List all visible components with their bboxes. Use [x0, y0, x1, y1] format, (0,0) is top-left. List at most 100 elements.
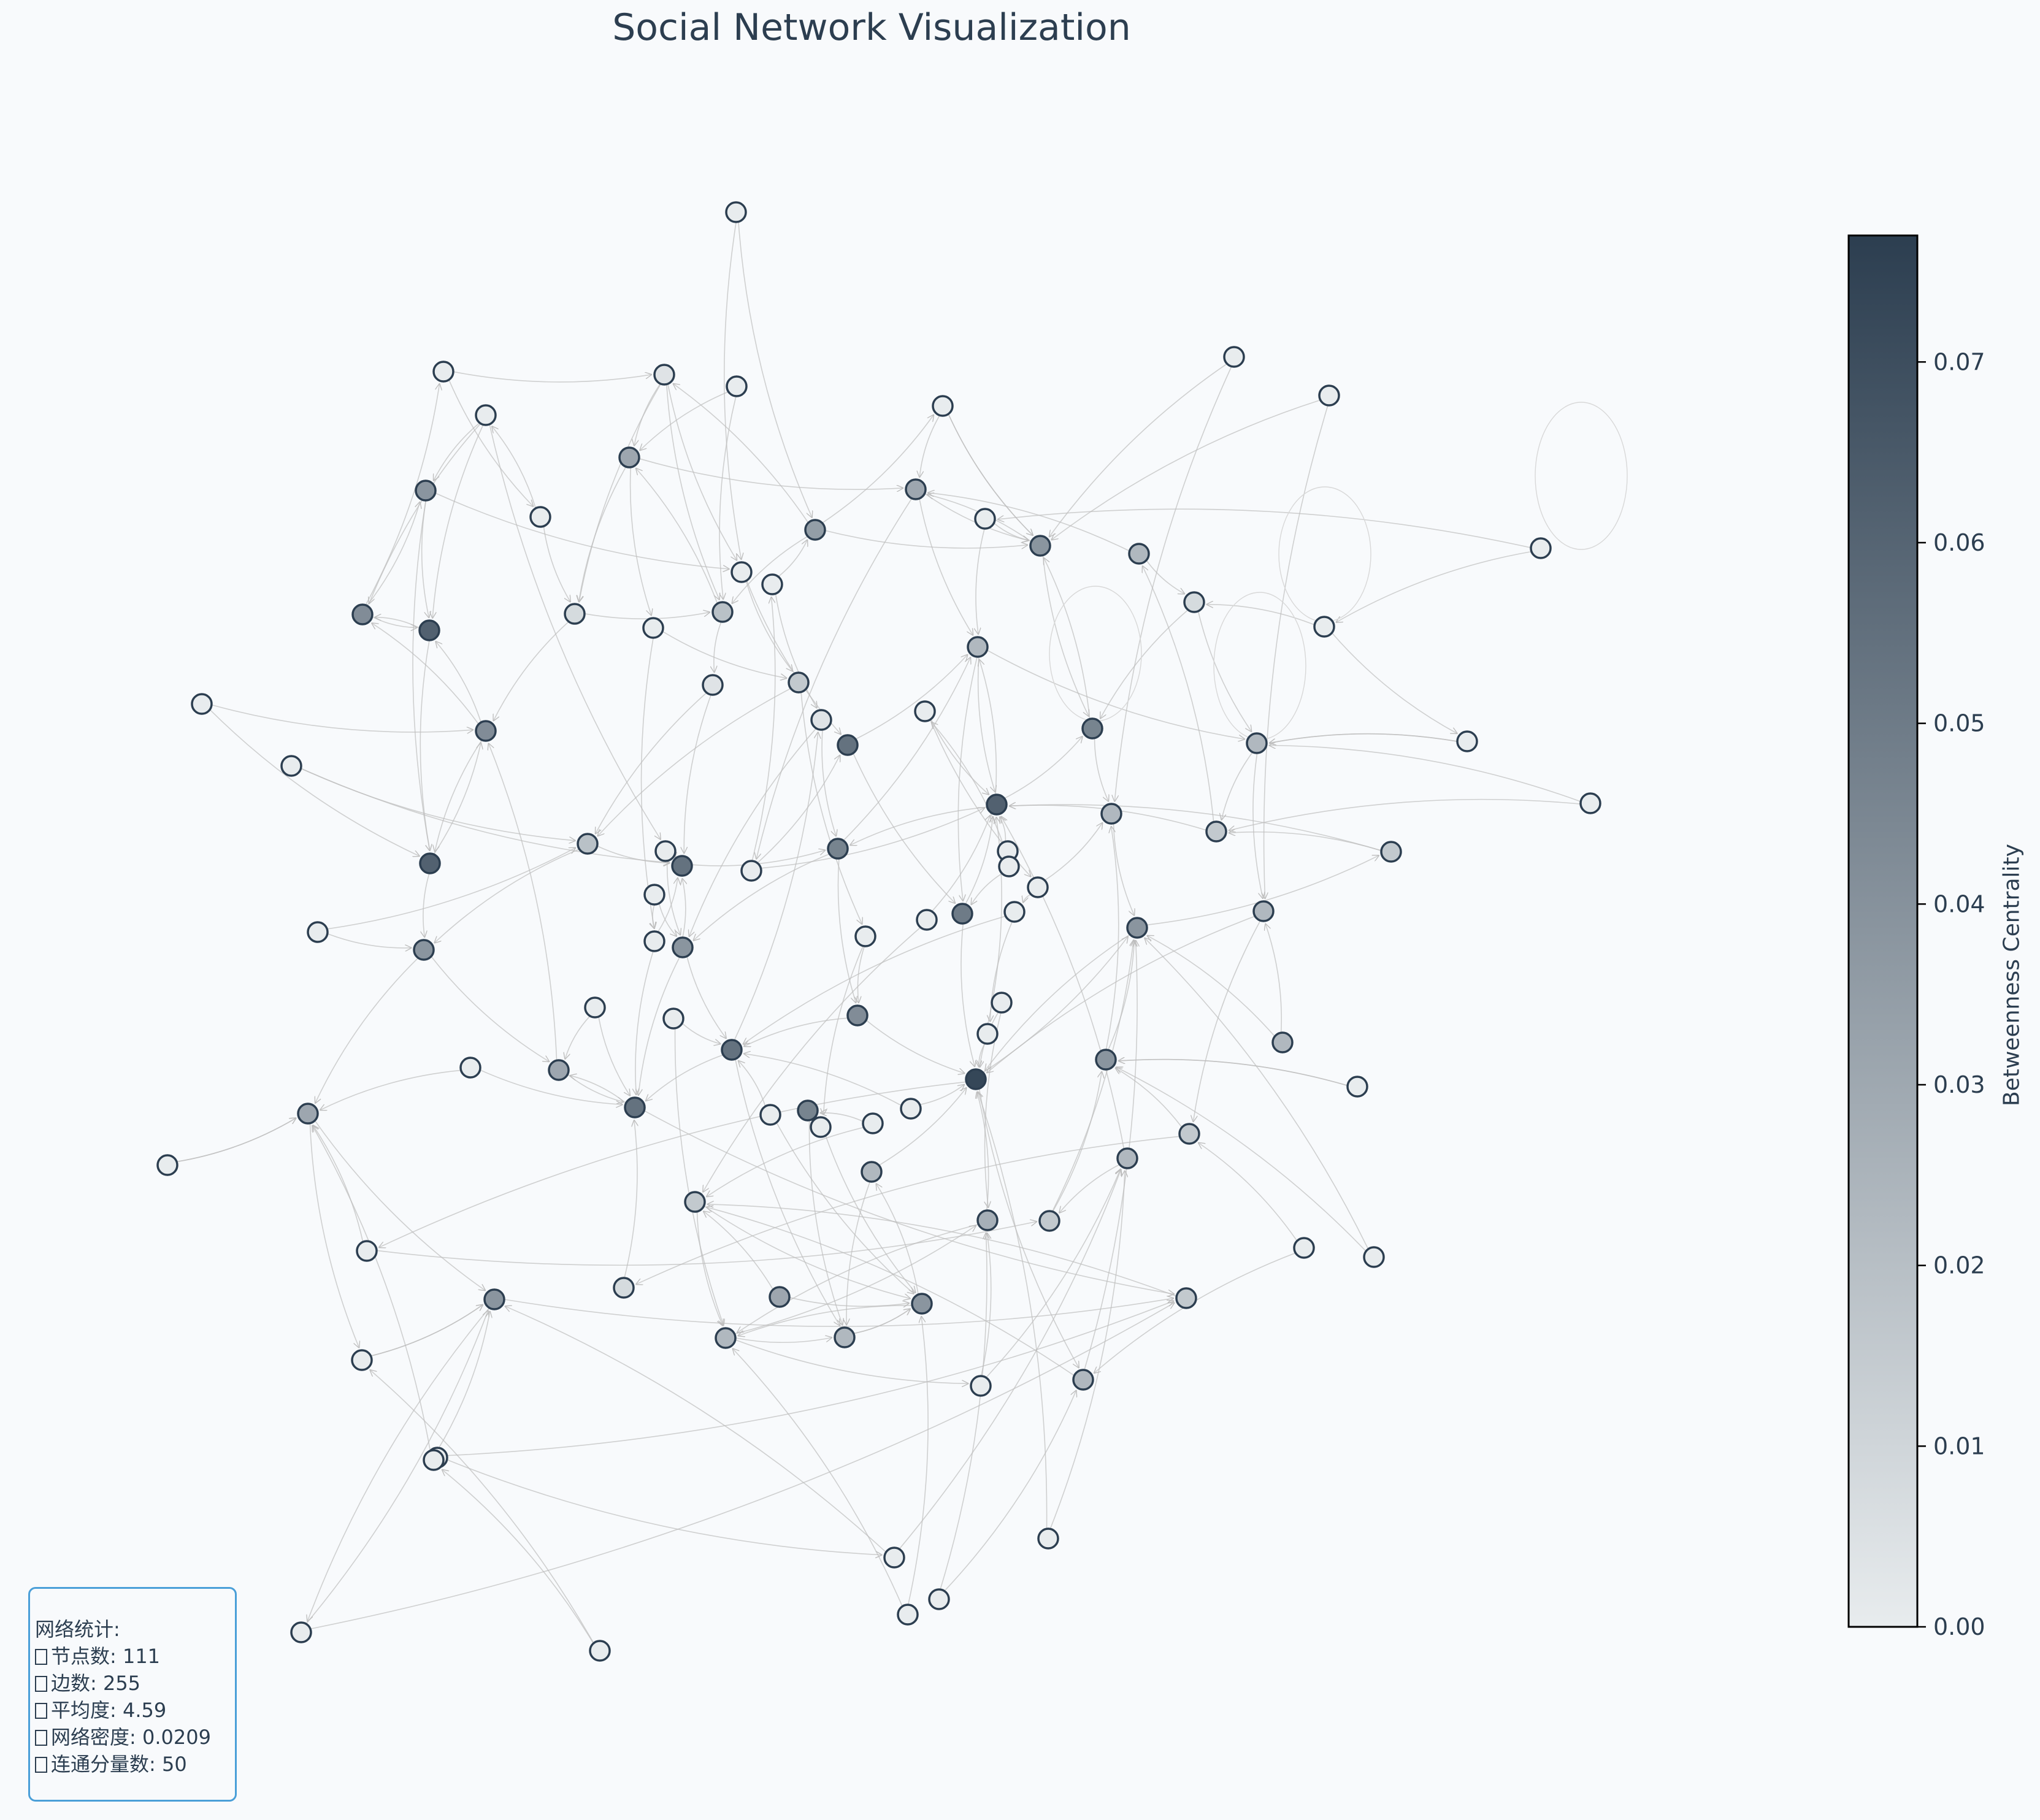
network-node[interactable] — [643, 930, 665, 952]
network-node[interactable] — [1271, 1031, 1294, 1053]
network-node[interactable] — [1100, 803, 1122, 825]
network-node[interactable] — [1246, 732, 1268, 754]
network-node[interactable] — [1318, 384, 1340, 407]
network-node[interactable] — [804, 519, 826, 541]
network-node[interactable] — [1027, 876, 1049, 898]
network-node[interactable] — [307, 921, 329, 943]
network-node[interactable] — [618, 446, 640, 468]
network-node[interactable] — [1205, 820, 1227, 843]
network-node[interactable] — [827, 838, 849, 860]
network-node[interactable] — [577, 833, 599, 855]
network-node[interactable] — [788, 671, 810, 694]
network-node[interactable] — [529, 506, 551, 528]
network-node[interactable] — [1456, 730, 1478, 752]
network-node[interactable] — [643, 884, 665, 906]
network-node[interactable] — [589, 1640, 611, 1662]
network-node[interactable] — [1346, 1076, 1368, 1098]
network-node[interactable] — [1038, 1210, 1060, 1232]
network-node[interactable] — [642, 617, 664, 639]
network-node[interactable] — [928, 1588, 950, 1610]
network-node[interactable] — [702, 674, 724, 696]
network-node[interactable] — [1293, 1237, 1315, 1259]
network-node[interactable] — [654, 840, 677, 862]
network-node[interactable] — [911, 1293, 933, 1315]
network-node[interactable] — [584, 996, 606, 1019]
network-node[interactable] — [986, 793, 1008, 816]
network-node[interactable] — [1530, 537, 1552, 559]
network-node[interactable] — [475, 720, 497, 742]
network-node[interactable] — [459, 1057, 481, 1079]
network-node[interactable] — [1579, 792, 1601, 814]
network-node[interactable] — [810, 709, 832, 731]
network-node[interactable] — [967, 636, 989, 658]
network-node[interactable] — [653, 364, 675, 386]
network-node[interactable] — [483, 1288, 505, 1310]
network-node[interactable] — [861, 1161, 883, 1183]
network-node[interactable] — [191, 693, 213, 715]
network-node[interactable] — [1178, 1123, 1200, 1145]
network-node[interactable] — [726, 375, 748, 397]
network-node[interactable] — [415, 480, 437, 502]
network-node[interactable] — [883, 1547, 905, 1569]
network-node[interactable] — [837, 734, 859, 756]
network-node[interactable] — [740, 860, 762, 882]
network-node[interactable] — [613, 1277, 635, 1299]
network-node[interactable] — [1380, 841, 1402, 863]
network-node[interactable] — [916, 909, 938, 931]
network-node[interactable] — [862, 1112, 884, 1134]
network-node[interactable] — [290, 1621, 312, 1643]
network-node[interactable] — [672, 936, 694, 958]
network-node[interactable] — [662, 1008, 684, 1030]
network-node[interactable] — [998, 855, 1020, 878]
network-node[interactable] — [156, 1154, 178, 1176]
network-node[interactable] — [1126, 917, 1148, 939]
network-node[interactable] — [1116, 1147, 1138, 1169]
network-node[interactable] — [351, 603, 374, 625]
network-node[interactable] — [1223, 346, 1245, 368]
network-node[interactable] — [769, 1286, 791, 1308]
network-node[interactable] — [715, 1327, 737, 1349]
network-node[interactable] — [1252, 900, 1275, 922]
network-node[interactable] — [1095, 1049, 1117, 1071]
network-node[interactable] — [900, 1098, 922, 1120]
network-node[interactable] — [951, 903, 973, 925]
network-node[interactable] — [432, 361, 454, 383]
network-node[interactable] — [1072, 1369, 1094, 1391]
network-node[interactable] — [671, 855, 693, 877]
network-node[interactable] — [854, 925, 876, 947]
network-node[interactable] — [965, 1068, 987, 1090]
network-node[interactable] — [914, 700, 936, 722]
network-node[interactable] — [759, 1104, 781, 1126]
network-node[interactable] — [548, 1059, 570, 1081]
network-node[interactable] — [413, 939, 435, 961]
network-node[interactable] — [419, 852, 441, 874]
network-node[interactable] — [684, 1191, 706, 1213]
network-node[interactable] — [797, 1099, 819, 1122]
network-node[interactable] — [897, 1604, 919, 1626]
network-node[interactable] — [1363, 1246, 1385, 1268]
network-node[interactable] — [974, 508, 996, 530]
network-node[interactable] — [1081, 717, 1103, 740]
network-node[interactable] — [1313, 616, 1335, 638]
network-node[interactable] — [976, 1023, 999, 1045]
network-node[interactable] — [356, 1240, 378, 1262]
network-node[interactable] — [761, 573, 783, 595]
network-node[interactable] — [475, 404, 497, 426]
network-node[interactable] — [810, 1116, 832, 1138]
network-node[interactable] — [1029, 535, 1051, 557]
network-node[interactable] — [976, 1209, 999, 1231]
network-node[interactable] — [1128, 543, 1150, 565]
network-node[interactable] — [297, 1103, 319, 1125]
network-node[interactable] — [1175, 1287, 1197, 1309]
network-node[interactable] — [846, 1004, 869, 1027]
network-node[interactable] — [1037, 1528, 1059, 1550]
network-node[interactable] — [1003, 901, 1026, 923]
network-node[interactable] — [721, 1039, 743, 1061]
network-node[interactable] — [932, 395, 954, 417]
network-node[interactable] — [423, 1449, 445, 1471]
network-node[interactable] — [418, 619, 440, 641]
network-node[interactable] — [905, 478, 927, 500]
network-node[interactable] — [991, 992, 1013, 1014]
network-node[interactable] — [725, 201, 747, 223]
network-node[interactable] — [711, 601, 734, 623]
